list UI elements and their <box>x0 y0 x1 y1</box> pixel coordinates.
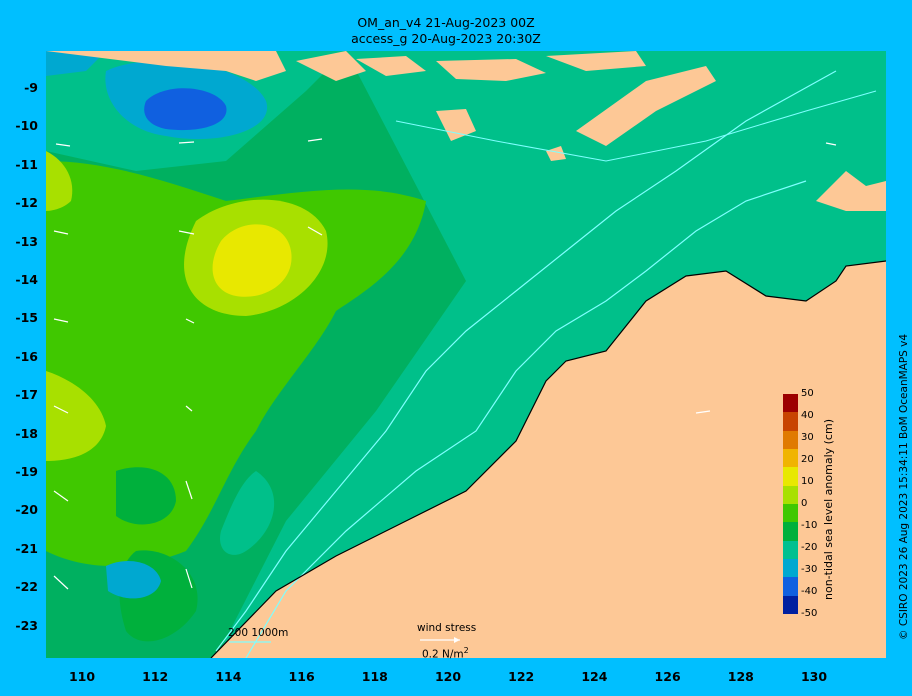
x-tick-label: 118 <box>361 669 388 684</box>
y-tick-label: -16 <box>15 348 38 364</box>
green-high-field <box>46 161 426 566</box>
colorbar-tick-label: 40 <box>801 410 814 421</box>
isobaths-label: 200 1000m <box>228 627 289 639</box>
wind-arrow <box>55 143 71 147</box>
x-tick-label: 124 <box>581 669 608 684</box>
wind-stress-label: wind stress <box>417 622 477 634</box>
x-tick-label: 130 <box>800 669 828 684</box>
island-small <box>546 146 566 161</box>
y-tick-label: -21 <box>15 540 38 556</box>
colorbar-tick-label: 10 <box>801 476 814 487</box>
yellow-high-core <box>212 224 292 297</box>
x-tick-label: 120 <box>434 669 462 684</box>
light-high-nw <box>46 151 73 211</box>
wind-arrow <box>695 410 711 414</box>
colorbar-segment <box>783 412 798 432</box>
colorbar-tick-label: 50 <box>801 388 814 399</box>
light-high-west <box>46 371 106 461</box>
colorbar-tick-label: -30 <box>801 564 818 575</box>
wind-arrow <box>53 230 69 235</box>
colorbar-title: non-tidal sea level anomaly (cm) <box>822 419 835 600</box>
y-tick-label: -18 <box>15 425 38 441</box>
wind-legend-arrowhead <box>454 637 460 643</box>
coastline <box>210 260 886 658</box>
colorbar-segment <box>783 577 798 597</box>
sea-level-map <box>46 51 886 658</box>
wind-arrows <box>53 138 837 590</box>
y-tick-label: -15 <box>15 310 38 326</box>
wind-arrow <box>178 141 195 144</box>
y-tick-label: -11 <box>15 156 38 172</box>
colorbar-segment <box>783 595 798 615</box>
colorbar-segment <box>783 504 798 523</box>
colorbar-segment <box>783 449 798 468</box>
wind-arrow <box>185 405 193 412</box>
map-title-line1: OM_an_v4 21-Aug-2023 00Z <box>357 15 535 30</box>
credit-text: © CSIRO 2023 26 Aug 2023 15:34:11 BoM Oc… <box>898 333 910 640</box>
y-tick-label: -9 <box>24 80 38 95</box>
island-timor <box>576 66 716 146</box>
isobath-1000m <box>215 70 837 652</box>
colorbar-segment <box>783 485 798 505</box>
map-title-line2: access_g 20-Aug-2023 20:30Z <box>351 31 541 46</box>
colorbar-tick-label: -20 <box>801 542 818 553</box>
wind-arrow <box>178 230 195 235</box>
colorbar-segment <box>783 540 798 560</box>
x-tick-label: 126 <box>654 669 681 684</box>
wind-arrow <box>53 490 69 502</box>
colorbar-tick-label: -10 <box>801 520 818 531</box>
dark-green-patch <box>116 467 176 525</box>
blue-corner <box>46 51 106 76</box>
colorbar-tick-label: 20 <box>801 454 814 465</box>
island-2 <box>356 56 426 76</box>
isobath-200m <box>245 180 807 658</box>
colorbar-tick-label: 30 <box>801 432 814 443</box>
wind-arrow <box>825 142 837 146</box>
wind-arrow <box>53 575 69 590</box>
y-tick-label: -13 <box>15 233 38 249</box>
colorbar-tick-label: 0 <box>801 498 808 509</box>
wind-arrow <box>53 318 69 323</box>
colorbar-segment <box>783 394 798 413</box>
island-sumba <box>436 109 476 141</box>
wind-stress-unit: 0.2 N/m2 <box>422 646 469 661</box>
land-northeast <box>816 171 886 211</box>
x-tick-label: 122 <box>508 669 535 684</box>
y-tick-label: -12 <box>15 195 38 211</box>
teal-patch <box>220 471 275 555</box>
deep-low-north <box>144 88 227 131</box>
y-tick-label: -14 <box>15 272 38 287</box>
colorbar-tick-label: -40 <box>801 586 818 597</box>
wind-arrow <box>307 226 323 236</box>
island-west <box>46 51 286 81</box>
island-3 <box>436 59 546 81</box>
wind-arrow <box>185 568 193 589</box>
x-tick-label: 114 <box>215 669 242 684</box>
x-tick-label: 110 <box>68 669 96 684</box>
colorbar-segment <box>783 522 798 542</box>
x-tick-label: 128 <box>727 669 754 684</box>
y-tick-label: -17 <box>15 387 38 403</box>
island-1 <box>296 51 366 81</box>
wind-arrow <box>185 318 195 324</box>
colorbar-segment <box>783 559 798 578</box>
colorbar-segment <box>783 430 798 450</box>
colorbar-segment <box>783 467 798 487</box>
wind-arrow <box>307 138 323 142</box>
x-tick-label: 116 <box>288 669 315 684</box>
x-tick-label: 112 <box>142 669 169 684</box>
colorbar-tick-label: -50 <box>801 608 818 619</box>
y-tick-label: -10 <box>15 118 38 134</box>
y-tick-label: -23 <box>15 617 38 633</box>
australia-land <box>211 261 886 658</box>
y-tick-label: -22 <box>15 579 38 595</box>
wind-arrow <box>185 480 193 500</box>
island-4 <box>546 51 646 71</box>
y-tick-label: -20 <box>15 502 38 518</box>
colorbar <box>783 394 798 615</box>
y-tick-label: -19 <box>15 464 38 479</box>
isobath-north <box>395 90 877 162</box>
blue-low-south <box>106 561 161 599</box>
wind-arrow <box>53 405 69 414</box>
